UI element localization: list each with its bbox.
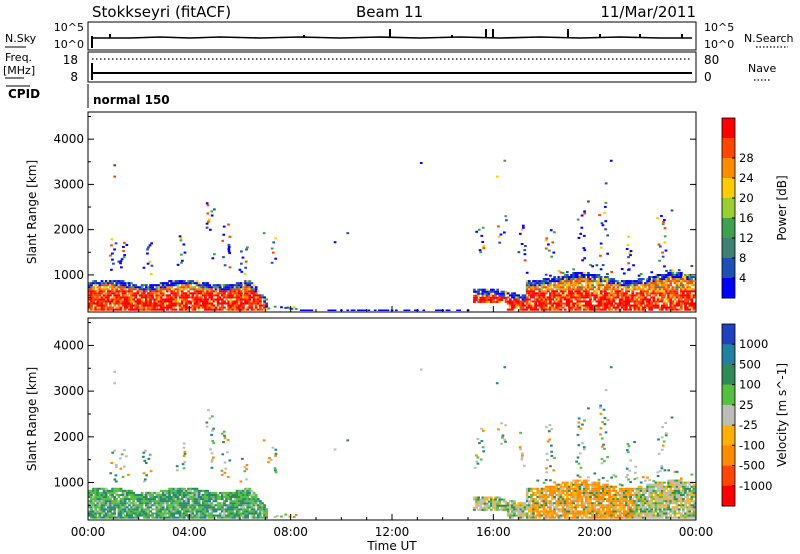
power-ytick-label: 3000 [53, 177, 84, 191]
xtick-label: 16:00 [476, 525, 511, 539]
velocity-colorbar-tick-label: 500 [739, 357, 761, 371]
velocity-colorbar-swatch [722, 425, 735, 446]
power-colorbar-tick-label: 12 [739, 231, 754, 245]
velocity-colorbar-tick-label: -500 [739, 459, 765, 473]
freq-label: Freq. [5, 51, 32, 64]
velocity-colorbar-label: Velocity [m s^-1] [775, 363, 789, 467]
velocity-ytick-label: 2000 [53, 430, 84, 444]
power-colorbar-swatch [722, 238, 735, 259]
power-colorbar-swatch [722, 258, 735, 279]
power-colorbar-tick-label: 20 [739, 191, 754, 205]
power-colorbar-swatch [722, 158, 735, 179]
power-ytick-label: 1000 [53, 268, 84, 282]
cpid-label: CPID [8, 87, 40, 101]
xtick-label: 08:00 [273, 525, 308, 539]
power-colorbar-tick-label: 16 [739, 211, 754, 225]
nsearch-label: N.Search [744, 32, 794, 45]
beam-label: Beam 11 [356, 3, 423, 21]
power-ytick-label: 4000 [53, 132, 84, 146]
velocity-colorbar-tick-label: -25 [739, 418, 758, 432]
power-colorbar-label: Power [dB] [775, 175, 789, 240]
nave-tick-top: 80 [704, 53, 719, 67]
nsearch-tick-top: 10^5 [704, 21, 734, 34]
power-colorbar-swatch [722, 198, 735, 219]
xtick-label: 04:00 [172, 525, 207, 539]
nsky-panel-frame [87, 21, 697, 51]
velocity-colorbar-frame [721, 323, 736, 507]
velocity-ylabel: Slant Range [km] [25, 367, 39, 471]
velocity-colorbar-swatch [722, 465, 735, 487]
velocity-colorbar-tick-label: -1000 [739, 479, 772, 493]
nsky-label: N.Sky [5, 32, 37, 45]
nsky-trace [92, 36, 692, 39]
power-colorbar-tick-label: 8 [739, 251, 746, 265]
xlabel: Time UT [366, 539, 417, 553]
freq-tick-top: 18 [63, 53, 78, 67]
plot-title: Stokkseyri (fitACF) [92, 3, 231, 21]
power-colorbar-tick-label: 24 [739, 171, 754, 185]
power-colorbar-tick-label: 28 [739, 151, 754, 165]
velocity-colorbar-swatch [722, 445, 735, 467]
nsky-tick-bottom: 10^0 [54, 38, 84, 51]
velocity-cells [88, 366, 696, 519]
nave-tick-bottom: 0 [704, 70, 712, 84]
power-colorbar-swatch [722, 278, 735, 299]
velocity-colorbar-swatch [722, 404, 735, 426]
velocity-ytick-label: 1000 [53, 476, 84, 490]
velocity-colorbar-tick-label: 25 [739, 398, 754, 412]
freq-unit: [MHz] [3, 64, 35, 77]
power-cells [88, 159, 696, 312]
power-colorbar: 4 8 12 16 20 24 28 [721, 117, 754, 299]
power-colorbar-swatch [722, 218, 735, 239]
nave-label: Nave [748, 62, 776, 75]
velocity-colorbar-swatch [722, 324, 735, 345]
power-colorbar-swatch [722, 118, 735, 139]
xtick-label: 00:00 [71, 525, 106, 539]
velocity-colorbar-tick-label: 1000 [739, 337, 768, 351]
power-ytick-label: 2000 [53, 223, 84, 237]
velocity-colorbar-swatch [722, 384, 735, 406]
velocity-colorbar-tick-label: 100 [739, 378, 761, 392]
cpid-value: normal 150 [93, 93, 170, 107]
velocity-colorbar-swatch [722, 344, 735, 365]
nsky-spikes [91, 29, 683, 48]
power-ylabel: Slant Range [km] [25, 160, 39, 264]
velocity-colorbar-tick-label: -100 [739, 438, 765, 452]
power-panel: 1000 2000 3000 4000 Slant Range [km] 4 8 12 16 20… [25, 111, 789, 313]
velocity-ytick-label: 4000 [53, 338, 84, 352]
velocity-colorbar-swatch [722, 485, 735, 507]
power-colorbar-frame [721, 117, 736, 299]
power-colorbar-tick-label: 4 [739, 271, 746, 285]
velocity-colorbar-swatch [722, 364, 735, 386]
xtick-label: 20:00 [577, 525, 612, 539]
date-label: 11/Mar/2011 [600, 3, 696, 21]
nsky-tick-top: 10^5 [54, 21, 84, 34]
power-colorbar-swatch [722, 138, 735, 159]
nsearch-tick-bottom: 10^0 [704, 38, 734, 51]
velocity-colorbar: 1000 500 100 25 -25 -100 -500 -1000 [721, 323, 772, 507]
xtick-label: 12:00 [375, 525, 410, 539]
velocity-ytick-label: 3000 [53, 384, 84, 398]
power-colorbar-swatch [722, 178, 735, 199]
freq-panel-frame [87, 51, 697, 83]
xtick-label: 00:00 [679, 525, 714, 539]
freq-tick-bottom: 8 [70, 70, 78, 84]
